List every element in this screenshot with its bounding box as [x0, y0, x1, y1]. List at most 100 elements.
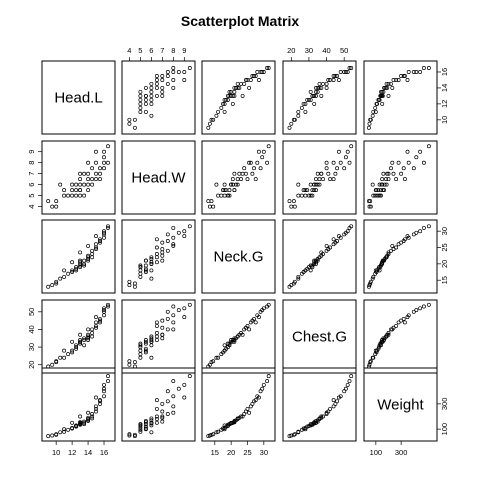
data-point [138, 422, 143, 427]
data-point [303, 427, 308, 432]
data-point [312, 188, 317, 193]
data-point [232, 188, 237, 193]
data-point [328, 245, 333, 250]
data-point [291, 199, 296, 204]
data-point [222, 188, 227, 193]
data-point [90, 255, 95, 260]
data-point [90, 334, 95, 339]
data-point [46, 364, 51, 369]
data-point [70, 348, 75, 353]
data-point [86, 336, 91, 341]
data-point [314, 89, 318, 94]
data-point [160, 89, 165, 94]
data-point [149, 276, 154, 281]
data-point [90, 166, 95, 171]
data-point [78, 177, 83, 182]
y-tick-label: 12 [440, 100, 449, 108]
data-point [317, 255, 322, 260]
data-point [102, 155, 106, 160]
data-point [338, 70, 343, 74]
data-point [247, 327, 252, 332]
data-point [240, 414, 245, 419]
data-point [102, 166, 106, 171]
data-point [371, 109, 376, 114]
data-point [222, 109, 227, 114]
data-point [154, 323, 159, 328]
data-point [86, 253, 91, 258]
data-point [149, 418, 154, 423]
x-tick-label: 5 [138, 46, 142, 55]
data-point [310, 188, 315, 193]
data-point [321, 414, 325, 419]
data-point [245, 406, 250, 411]
data-point [256, 315, 261, 320]
y-tick-label: 50 [27, 308, 36, 316]
data-point [292, 432, 297, 437]
data-point [418, 306, 423, 311]
data-point [54, 279, 59, 284]
data-point [102, 382, 106, 387]
data-point [260, 308, 265, 313]
data-point [78, 414, 83, 419]
y-tick-label: 5 [27, 194, 36, 198]
x-tick-label: 4 [127, 46, 131, 55]
data-point [331, 160, 336, 165]
data-point [225, 193, 230, 198]
data-point [252, 316, 256, 321]
data-point [414, 308, 419, 313]
data-point [132, 432, 137, 437]
data-point [143, 418, 148, 423]
data-point [367, 204, 372, 209]
data-point [160, 414, 165, 419]
data-point [94, 409, 98, 414]
y-tick-label: 20 [27, 361, 36, 369]
data-point [343, 230, 348, 235]
data-point [324, 166, 329, 171]
data-point [171, 410, 176, 415]
variable-label: Head.L [54, 90, 102, 107]
data-point [82, 193, 87, 198]
data-point [292, 204, 297, 209]
data-point [289, 433, 294, 438]
data-point [308, 193, 313, 198]
data-point [384, 177, 388, 182]
data-point [86, 171, 91, 176]
data-point [138, 271, 143, 276]
panel-Head.W-vs-Head.L [41, 140, 116, 215]
data-point [373, 268, 378, 273]
data-point [165, 74, 170, 78]
data-point [373, 348, 378, 353]
data-point [324, 85, 329, 90]
data-point [242, 166, 247, 171]
data-point [377, 182, 382, 187]
data-point [289, 121, 294, 126]
data-point [78, 338, 83, 342]
data-point [176, 230, 181, 235]
panel-Head.L-vs-Chest.G [282, 60, 357, 135]
data-point [98, 401, 102, 406]
data-point [143, 420, 148, 425]
data-point [382, 85, 387, 90]
data-point [253, 74, 258, 78]
data-point [401, 74, 406, 78]
data-point [82, 258, 87, 263]
data-point [315, 85, 320, 90]
data-point [381, 89, 386, 94]
data-point [86, 177, 91, 182]
data-point [171, 66, 176, 70]
data-point [94, 315, 98, 320]
data-point [86, 418, 91, 423]
data-point [70, 339, 75, 344]
data-point [333, 74, 338, 78]
data-point [287, 434, 292, 439]
data-point [78, 422, 83, 427]
data-point [296, 274, 301, 279]
data-point [138, 89, 143, 94]
data-point [235, 182, 240, 187]
data-point [347, 160, 352, 165]
data-point [132, 281, 137, 286]
data-point [368, 199, 373, 204]
data-point [253, 177, 258, 182]
data-point [232, 336, 237, 341]
data-point [386, 81, 391, 86]
